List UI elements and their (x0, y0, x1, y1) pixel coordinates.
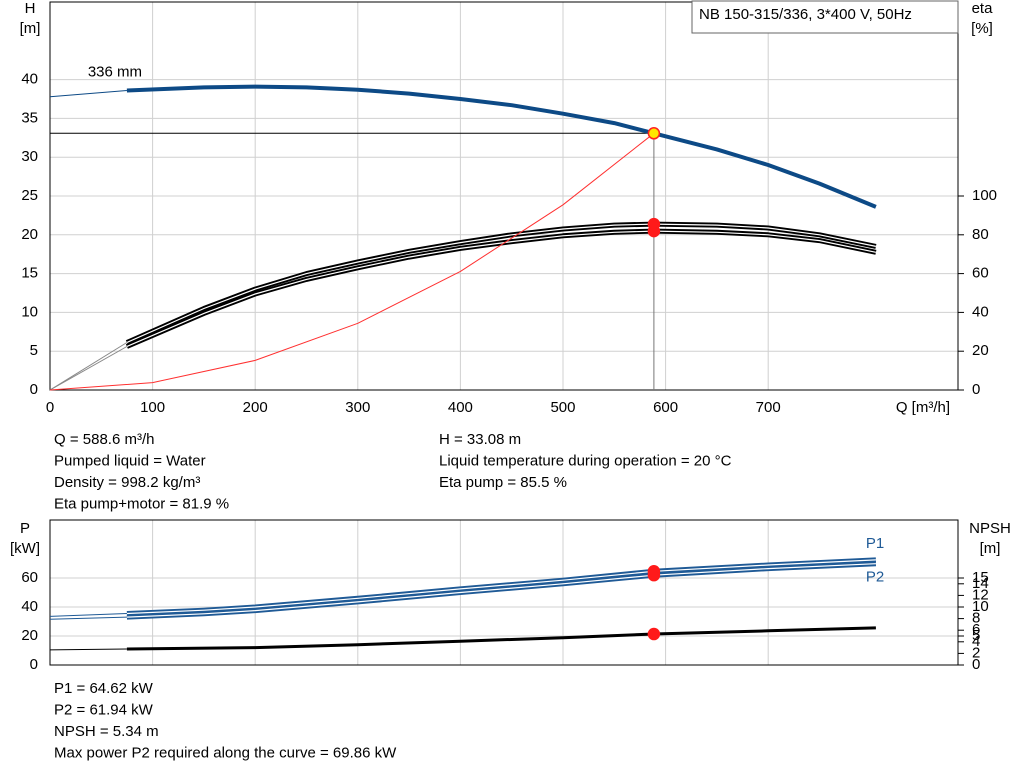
y-tick-label: 25 (21, 187, 38, 204)
readout: Max power P2 required along the curve = … (54, 744, 397, 761)
y2-tick-label: 20 (972, 342, 989, 359)
curve (49, 613, 127, 617)
y2-tick-label: 2 (972, 644, 980, 661)
y2-tick-label: 15 (972, 569, 989, 586)
y-tick-label: 0 (30, 381, 38, 398)
readout: Pumped liquid = Water (54, 452, 206, 469)
y-tick-label: 30 (21, 148, 38, 165)
x-label: Q [m³/h] (896, 399, 950, 416)
y2-tick-label: 100 (972, 187, 997, 204)
x-tick-label: 500 (550, 399, 575, 416)
y2-tick-label: 0 (972, 656, 980, 673)
y-tick-label: 5 (30, 342, 38, 359)
operating-point (647, 224, 661, 238)
y-tick-label: 10 (21, 303, 38, 320)
y-tick-label: 35 (21, 109, 38, 126)
x-tick-label: 400 (448, 399, 473, 416)
x-tick-label: 100 (140, 399, 165, 416)
y-tick-label: 20 (21, 627, 38, 644)
y2-tick-label: 8 (972, 610, 980, 627)
y2-tick-label: 60 (972, 265, 989, 282)
curve (49, 132, 655, 391)
y2-tick-label: 80 (972, 226, 989, 243)
y2-tick-label: 4 (972, 633, 980, 650)
operating-point (647, 627, 661, 641)
series-label: P2 (866, 569, 884, 586)
curve-inner (126, 230, 877, 348)
curve (49, 616, 127, 620)
curve-inner (126, 563, 876, 618)
y-tick-label: 0 (30, 656, 38, 673)
operating-point (647, 127, 661, 140)
readout: Eta pump = 85.5 % (439, 474, 567, 491)
y2-tick-label: 6 (972, 621, 980, 638)
x-tick-label: 600 (653, 399, 678, 416)
title-box (691, 0, 959, 34)
y2-tick-label: 10 (972, 598, 989, 615)
x-tick-label: 0 (46, 399, 54, 416)
readout: P1 = 64.62 kW (54, 680, 154, 697)
readout: Q = 588.6 m³/h (54, 431, 154, 448)
y-tick-label: 60 (21, 569, 38, 586)
y2-tick-label: 0 (972, 381, 980, 398)
x-tick-label: 200 (243, 399, 268, 416)
x-tick-label: 700 (756, 399, 781, 416)
y2-label: NPSH (969, 520, 1011, 537)
curve (49, 90, 127, 98)
y-tick-label: 40 (21, 598, 38, 615)
readout: NPSH = 5.34 m (54, 723, 159, 740)
curve (126, 626, 876, 651)
chart-title: NB 150-315/336, 3*400 V, 50Hz (699, 6, 912, 23)
y2-unit: [%] (971, 20, 993, 37)
plot-frame (49, 1, 959, 391)
readout: Eta pump+motor = 81.9 % (54, 495, 229, 512)
x-tick-label: 300 (345, 399, 370, 416)
curve (49, 342, 128, 391)
curve (49, 346, 128, 391)
y2-tick-label: 40 (972, 303, 989, 320)
curve-inner (126, 223, 877, 344)
curve (125, 228, 877, 349)
readout: Density = 998.2 kg/m³ (54, 474, 200, 491)
y2-tick-label: 14 (972, 575, 989, 592)
readout: P2 = 61.94 kW (54, 701, 154, 718)
y2-tick-label: 5 (972, 627, 980, 644)
readout: Liquid temperature during operation = 20… (439, 452, 732, 469)
curve (126, 84, 877, 209)
y-tick-label: 40 (21, 71, 38, 88)
y-label: P (20, 520, 30, 537)
y-tick-label: 20 (21, 226, 38, 243)
operating-point (647, 568, 661, 582)
series-label: 336 mm (88, 63, 142, 80)
series-label: P1 (866, 535, 884, 552)
y-unit: [kW] (10, 540, 40, 557)
curve-inner (126, 559, 876, 615)
curve (49, 648, 127, 651)
y-tick-label: 15 (21, 265, 38, 282)
plot-frame (49, 519, 959, 666)
y-label: H (25, 0, 36, 17)
y2-label: eta (972, 0, 994, 17)
y2-unit: [m] (980, 540, 1001, 557)
y2-tick-label: 12 (972, 586, 989, 603)
readout: H = 33.08 m (439, 431, 521, 448)
y-unit: [m] (20, 20, 41, 37)
